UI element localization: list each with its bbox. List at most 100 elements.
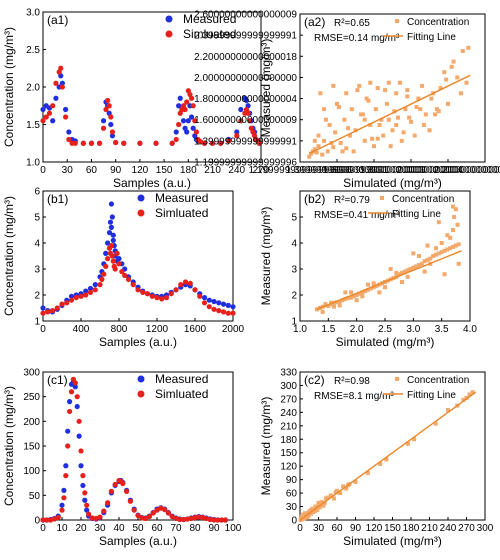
data-point <box>357 83 362 88</box>
y-tick-label: 3 <box>34 265 40 276</box>
data-point-measured <box>184 129 190 135</box>
x-tick-label: 4.0 <box>463 324 477 335</box>
data-point-measured <box>225 302 231 308</box>
data-point-simluated <box>103 263 109 269</box>
data-point-simluated <box>139 515 145 521</box>
data-point <box>344 146 349 151</box>
data-point-simluated <box>245 110 251 116</box>
x-tick-label: 1.80000000000000004 <box>360 165 463 176</box>
data-point <box>322 138 327 143</box>
data-point-measured <box>78 463 84 469</box>
data-point-simluated <box>150 510 156 516</box>
data-point-measured <box>40 106 46 113</box>
data-point <box>307 154 312 159</box>
data-point <box>383 88 388 93</box>
y-tick-label: 120 <box>280 462 297 473</box>
panel-b2: 1.0 1.5 2.0 2.5 3.0 3.5 4.0 1 2 3 4 5 Simulated (mg/… <box>259 190 477 349</box>
x-tick-label: 180 <box>180 165 197 176</box>
data-point <box>309 508 314 513</box>
data-point-measured <box>68 293 75 299</box>
data-point-simluated <box>135 287 141 293</box>
legend-marker-measured <box>137 194 145 202</box>
y-tick-label: 1.19999999999999996 <box>194 158 297 169</box>
data-point-simluated <box>181 516 187 523</box>
data-point <box>453 207 458 212</box>
data-point-measured <box>105 240 111 246</box>
data-point <box>337 303 342 308</box>
x-tick-label: 300 <box>477 523 494 534</box>
data-point-simluated <box>101 508 107 514</box>
y-tick-label: 5 <box>291 213 297 224</box>
data-point <box>346 296 351 301</box>
y-axis-label: Measured (mg/m³) <box>259 207 273 306</box>
y-tick-label: 210 <box>280 421 297 432</box>
data-point-simluated <box>45 309 51 315</box>
data-point <box>388 144 393 149</box>
y-tick-label: 2 <box>34 291 40 302</box>
data-point <box>434 246 438 251</box>
data-point-measured <box>87 285 94 292</box>
data-point-measured <box>116 256 122 262</box>
data-point <box>315 508 320 513</box>
data-point-simluated <box>220 309 227 315</box>
data-point-measured <box>84 507 90 513</box>
data-point <box>425 243 430 248</box>
data-point-simluated <box>104 97 111 104</box>
data-point-simluated <box>97 514 103 520</box>
y-tick-label: 2.00000000000000000 <box>194 73 297 84</box>
data-point-simluated <box>211 306 217 312</box>
data-point <box>429 96 434 101</box>
data-point-measured <box>83 288 89 294</box>
data-point <box>439 241 444 245</box>
data-point-measured <box>107 219 114 225</box>
data-point-simluated <box>238 118 244 124</box>
data-point <box>448 235 453 240</box>
data-point <box>384 457 389 462</box>
y-tick-label: 90 <box>286 475 298 486</box>
data-point-simluated <box>168 291 174 297</box>
x-tick-label: 2.5 <box>378 324 392 335</box>
y-tick-label: 1.39999999999999991 <box>194 136 297 147</box>
data-point <box>326 303 331 308</box>
x-tick-label: 800 <box>111 324 128 335</box>
x-tick-label: 1200 <box>146 324 169 335</box>
data-point <box>362 138 367 143</box>
data-point <box>375 86 380 90</box>
data-point-simluated <box>222 517 228 523</box>
data-point <box>323 117 328 122</box>
data-point <box>403 107 408 112</box>
data-point <box>344 91 349 96</box>
y-tick-label: 2.60000000000000009 <box>194 10 297 21</box>
x-tick-label: 30 <box>62 165 74 176</box>
data-point <box>343 290 348 295</box>
data-point-simluated <box>124 488 130 494</box>
r-squared-text: R²=0.79 <box>334 195 370 206</box>
legend-marker-measured <box>137 375 145 383</box>
data-point <box>438 86 443 90</box>
data-point <box>405 268 410 273</box>
data-point <box>341 484 346 489</box>
data-point <box>335 101 339 106</box>
data-point <box>305 515 310 520</box>
data-point <box>405 94 410 99</box>
data-point <box>417 263 421 268</box>
data-point-measured <box>67 399 73 405</box>
data-point-simluated <box>110 258 116 264</box>
data-point-simluated <box>137 140 143 146</box>
panel-label: (c2) <box>304 373 325 387</box>
data-point-simluated <box>193 129 200 135</box>
data-point-simluated <box>43 114 49 120</box>
data-point-simluated <box>153 140 159 146</box>
data-point <box>436 109 441 114</box>
y-tick-label: 2.5 <box>26 45 40 56</box>
data-point <box>461 397 466 402</box>
data-point <box>331 496 336 501</box>
data-point-simluated <box>97 282 103 288</box>
data-point <box>453 243 458 248</box>
legend-label-fitting-line: Fitting Line <box>407 390 456 401</box>
data-point-simluated <box>84 502 90 508</box>
data-point <box>407 115 412 120</box>
data-point-simluated <box>230 310 236 316</box>
data-point <box>377 123 382 127</box>
